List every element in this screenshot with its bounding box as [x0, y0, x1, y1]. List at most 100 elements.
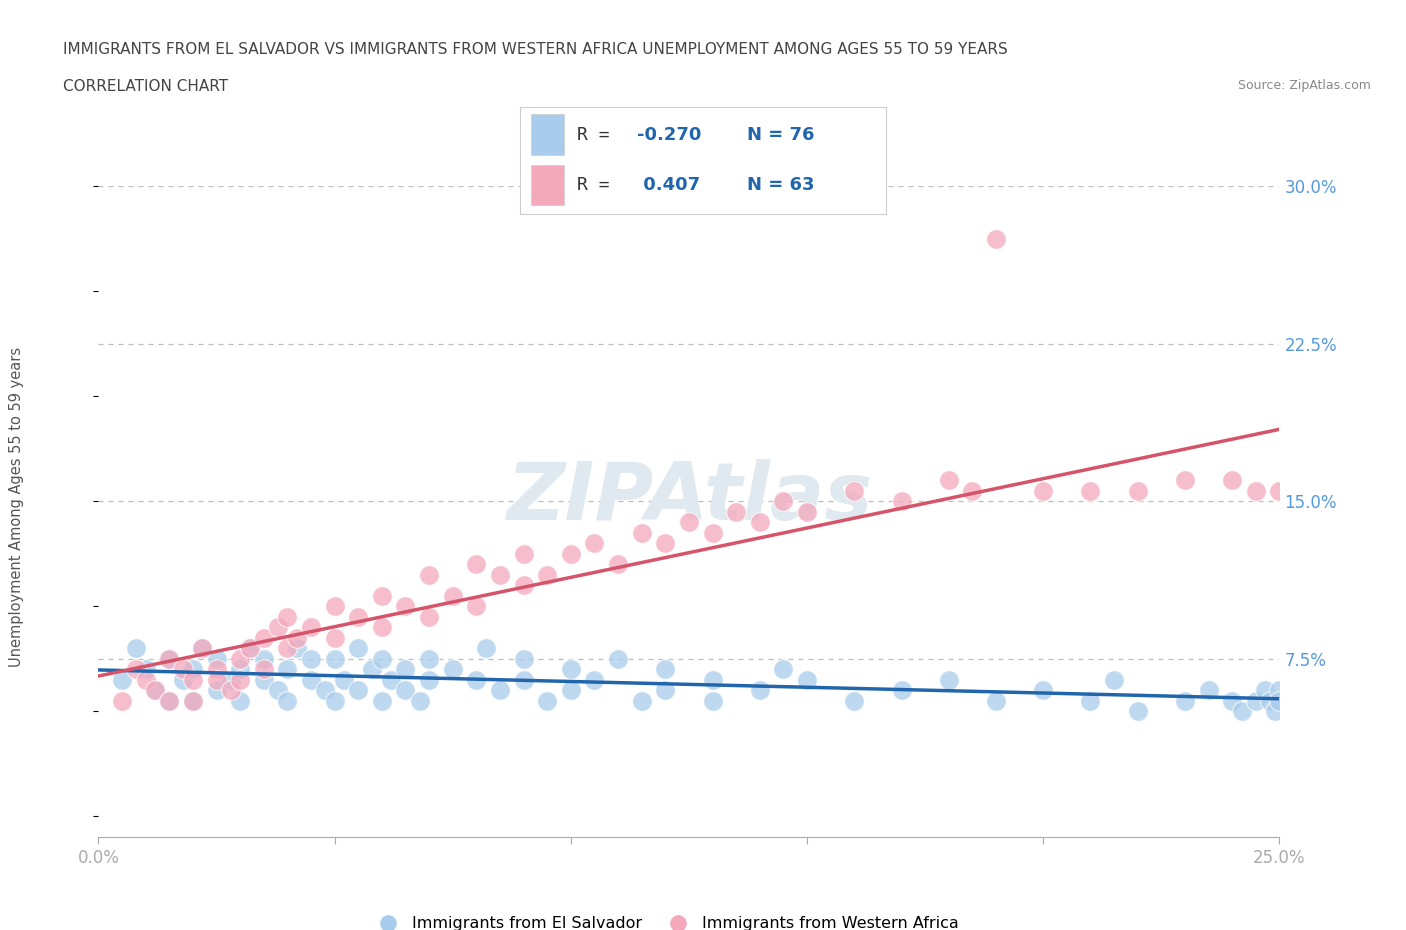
- Text: -0.270: -0.270: [637, 126, 702, 144]
- Point: [347, 683, 370, 698]
- Point: [157, 651, 180, 666]
- Point: [172, 672, 194, 687]
- Text: CORRELATION CHART: CORRELATION CHART: [63, 79, 228, 94]
- Point: [748, 514, 770, 529]
- Legend: Immigrants from El Salvador, Immigrants from Western Africa: Immigrants from El Salvador, Immigrants …: [366, 910, 965, 930]
- Point: [1258, 693, 1281, 708]
- Point: [938, 472, 960, 487]
- Point: [1316, 483, 1339, 498]
- Point: [267, 683, 290, 698]
- Point: [172, 661, 194, 676]
- FancyBboxPatch shape: [531, 114, 564, 155]
- Point: [512, 546, 534, 561]
- Text: IMMIGRANTS FROM EL SALVADOR VS IMMIGRANTS FROM WESTERN AFRICA UNEMPLOYMENT AMONG: IMMIGRANTS FROM EL SALVADOR VS IMMIGRANT…: [63, 42, 1008, 57]
- Text: ZIPAtlas: ZIPAtlas: [506, 459, 872, 538]
- Point: [135, 672, 157, 687]
- Point: [205, 651, 228, 666]
- Point: [253, 672, 276, 687]
- Text: N = 76: N = 76: [747, 126, 814, 144]
- Point: [844, 483, 866, 498]
- Point: [560, 661, 582, 676]
- Point: [299, 651, 322, 666]
- Point: [418, 672, 440, 687]
- Point: [229, 651, 252, 666]
- Point: [418, 609, 440, 624]
- Point: [276, 609, 298, 624]
- Point: [1032, 683, 1054, 698]
- Point: [239, 641, 262, 656]
- Point: [135, 661, 157, 676]
- Point: [371, 651, 394, 666]
- Point: [512, 651, 534, 666]
- Point: [1032, 483, 1054, 498]
- Point: [465, 599, 488, 614]
- Point: [299, 619, 322, 634]
- Point: [125, 661, 148, 676]
- Point: [1102, 672, 1125, 687]
- Point: [371, 619, 394, 634]
- Point: [143, 683, 166, 698]
- Point: [205, 661, 228, 676]
- Point: [314, 683, 336, 698]
- Point: [962, 483, 984, 498]
- Point: [654, 683, 676, 698]
- Point: [984, 231, 1007, 246]
- Point: [394, 661, 416, 676]
- Point: [1244, 483, 1267, 498]
- Point: [512, 578, 534, 592]
- Point: [371, 693, 394, 708]
- Point: [219, 672, 242, 687]
- Text: Source: ZipAtlas.com: Source: ZipAtlas.com: [1237, 79, 1371, 92]
- Point: [796, 504, 818, 519]
- Point: [1198, 683, 1220, 698]
- Point: [361, 661, 384, 676]
- Point: [489, 567, 512, 582]
- Point: [205, 672, 228, 687]
- Point: [239, 641, 262, 656]
- Point: [323, 630, 346, 644]
- Point: [465, 556, 488, 571]
- Point: [890, 494, 912, 509]
- Point: [219, 683, 242, 698]
- Point: [253, 661, 276, 676]
- Point: [181, 693, 204, 708]
- Point: [441, 588, 464, 603]
- Point: [1268, 693, 1291, 708]
- Point: [229, 693, 252, 708]
- Point: [1174, 693, 1197, 708]
- Point: [1220, 472, 1243, 487]
- Point: [111, 672, 134, 687]
- Point: [285, 641, 308, 656]
- Point: [560, 683, 582, 698]
- Point: [844, 693, 866, 708]
- Point: [191, 641, 214, 656]
- Point: [475, 641, 498, 656]
- Point: [394, 599, 416, 614]
- Point: [191, 641, 214, 656]
- Point: [678, 514, 700, 529]
- Point: [702, 525, 724, 540]
- Point: [583, 672, 606, 687]
- Point: [157, 693, 180, 708]
- Point: [333, 672, 356, 687]
- Point: [1126, 704, 1149, 719]
- Point: [323, 693, 346, 708]
- Point: [1254, 683, 1277, 698]
- Point: [654, 536, 676, 551]
- Point: [408, 693, 430, 708]
- Point: [394, 683, 416, 698]
- Point: [371, 588, 394, 603]
- Point: [654, 661, 676, 676]
- Text: 0.407: 0.407: [637, 176, 700, 194]
- Point: [441, 661, 464, 676]
- Point: [984, 693, 1007, 708]
- Point: [1080, 483, 1102, 498]
- Point: [323, 599, 346, 614]
- Point: [323, 651, 346, 666]
- Point: [772, 494, 794, 509]
- Point: [512, 672, 534, 687]
- Point: [725, 504, 748, 519]
- Point: [630, 693, 652, 708]
- Point: [418, 651, 440, 666]
- Point: [1264, 704, 1286, 719]
